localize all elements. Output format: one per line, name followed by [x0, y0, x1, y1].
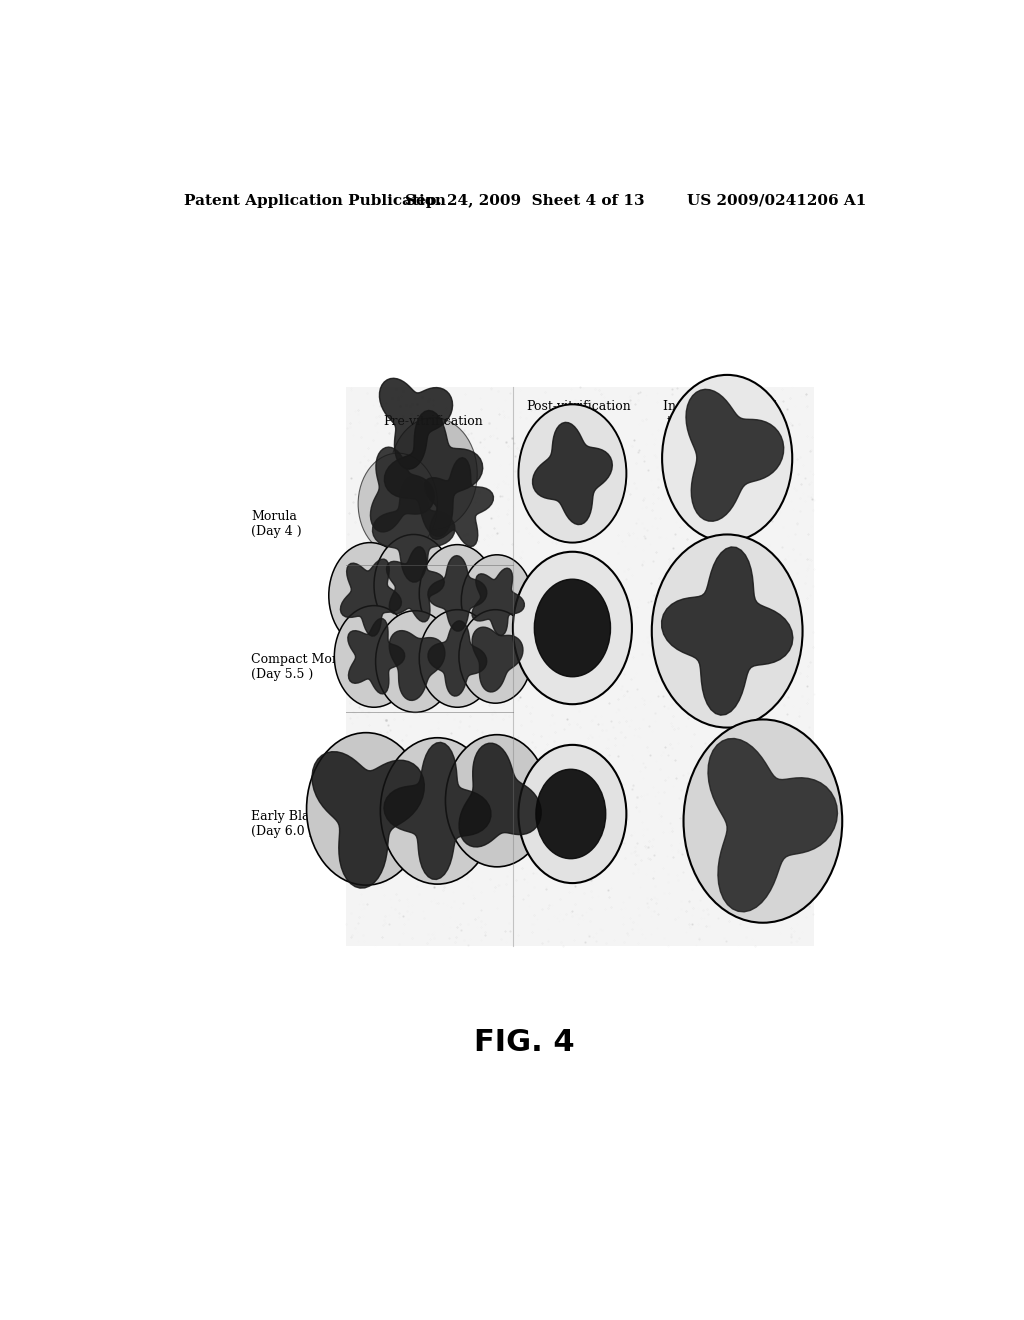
Polygon shape: [384, 742, 490, 879]
Text: Pre-vitrification: Pre-vitrification: [384, 414, 483, 428]
Polygon shape: [380, 379, 453, 469]
Circle shape: [684, 719, 843, 923]
Circle shape: [390, 417, 477, 529]
Circle shape: [380, 738, 495, 884]
Polygon shape: [373, 477, 455, 582]
Polygon shape: [532, 422, 612, 524]
Polygon shape: [424, 458, 494, 546]
Polygon shape: [428, 556, 486, 631]
Circle shape: [358, 453, 437, 554]
Polygon shape: [428, 620, 486, 696]
Circle shape: [513, 552, 632, 704]
Bar: [346, 387, 814, 946]
Circle shape: [376, 611, 455, 713]
Text: US 2009/0241206 A1: US 2009/0241206 A1: [687, 194, 866, 209]
Polygon shape: [472, 627, 523, 692]
Text: FIG. 4: FIG. 4: [474, 1028, 575, 1057]
Circle shape: [419, 545, 496, 643]
Circle shape: [374, 535, 454, 636]
Circle shape: [535, 579, 610, 677]
Circle shape: [462, 554, 532, 647]
Text: In vitro culture of
thawed embryos: In vitro culture of thawed embryos: [664, 400, 775, 428]
Circle shape: [459, 610, 531, 704]
Circle shape: [329, 543, 412, 648]
Circle shape: [536, 770, 606, 859]
Circle shape: [419, 610, 496, 708]
Text: Post-vitrification
thawing: Post-vitrification thawing: [526, 400, 631, 428]
Circle shape: [518, 404, 627, 543]
Text: Patent Application Publication: Patent Application Publication: [183, 194, 445, 209]
Circle shape: [306, 733, 426, 886]
Polygon shape: [386, 546, 444, 622]
Text: Sep. 24, 2009  Sheet 4 of 13: Sep. 24, 2009 Sheet 4 of 13: [404, 194, 645, 209]
Polygon shape: [340, 560, 401, 636]
Circle shape: [334, 606, 414, 708]
Polygon shape: [459, 743, 542, 847]
Polygon shape: [472, 568, 524, 635]
Text: Early Blastocyst
(Day 6.0 ): Early Blastocyst (Day 6.0 ): [251, 810, 354, 838]
Polygon shape: [348, 619, 404, 694]
Polygon shape: [384, 411, 482, 536]
Text: Morula
(Day 4 ): Morula (Day 4 ): [251, 511, 302, 539]
Polygon shape: [708, 738, 838, 912]
Polygon shape: [662, 546, 793, 715]
Circle shape: [663, 375, 793, 541]
Circle shape: [518, 744, 627, 883]
Polygon shape: [312, 751, 424, 888]
Polygon shape: [686, 389, 783, 521]
Polygon shape: [389, 631, 444, 701]
Circle shape: [651, 535, 803, 727]
Polygon shape: [371, 447, 434, 532]
Text: Compact Morula
(Day 5.5 ): Compact Morula (Day 5.5 ): [251, 652, 357, 681]
Circle shape: [445, 735, 549, 867]
